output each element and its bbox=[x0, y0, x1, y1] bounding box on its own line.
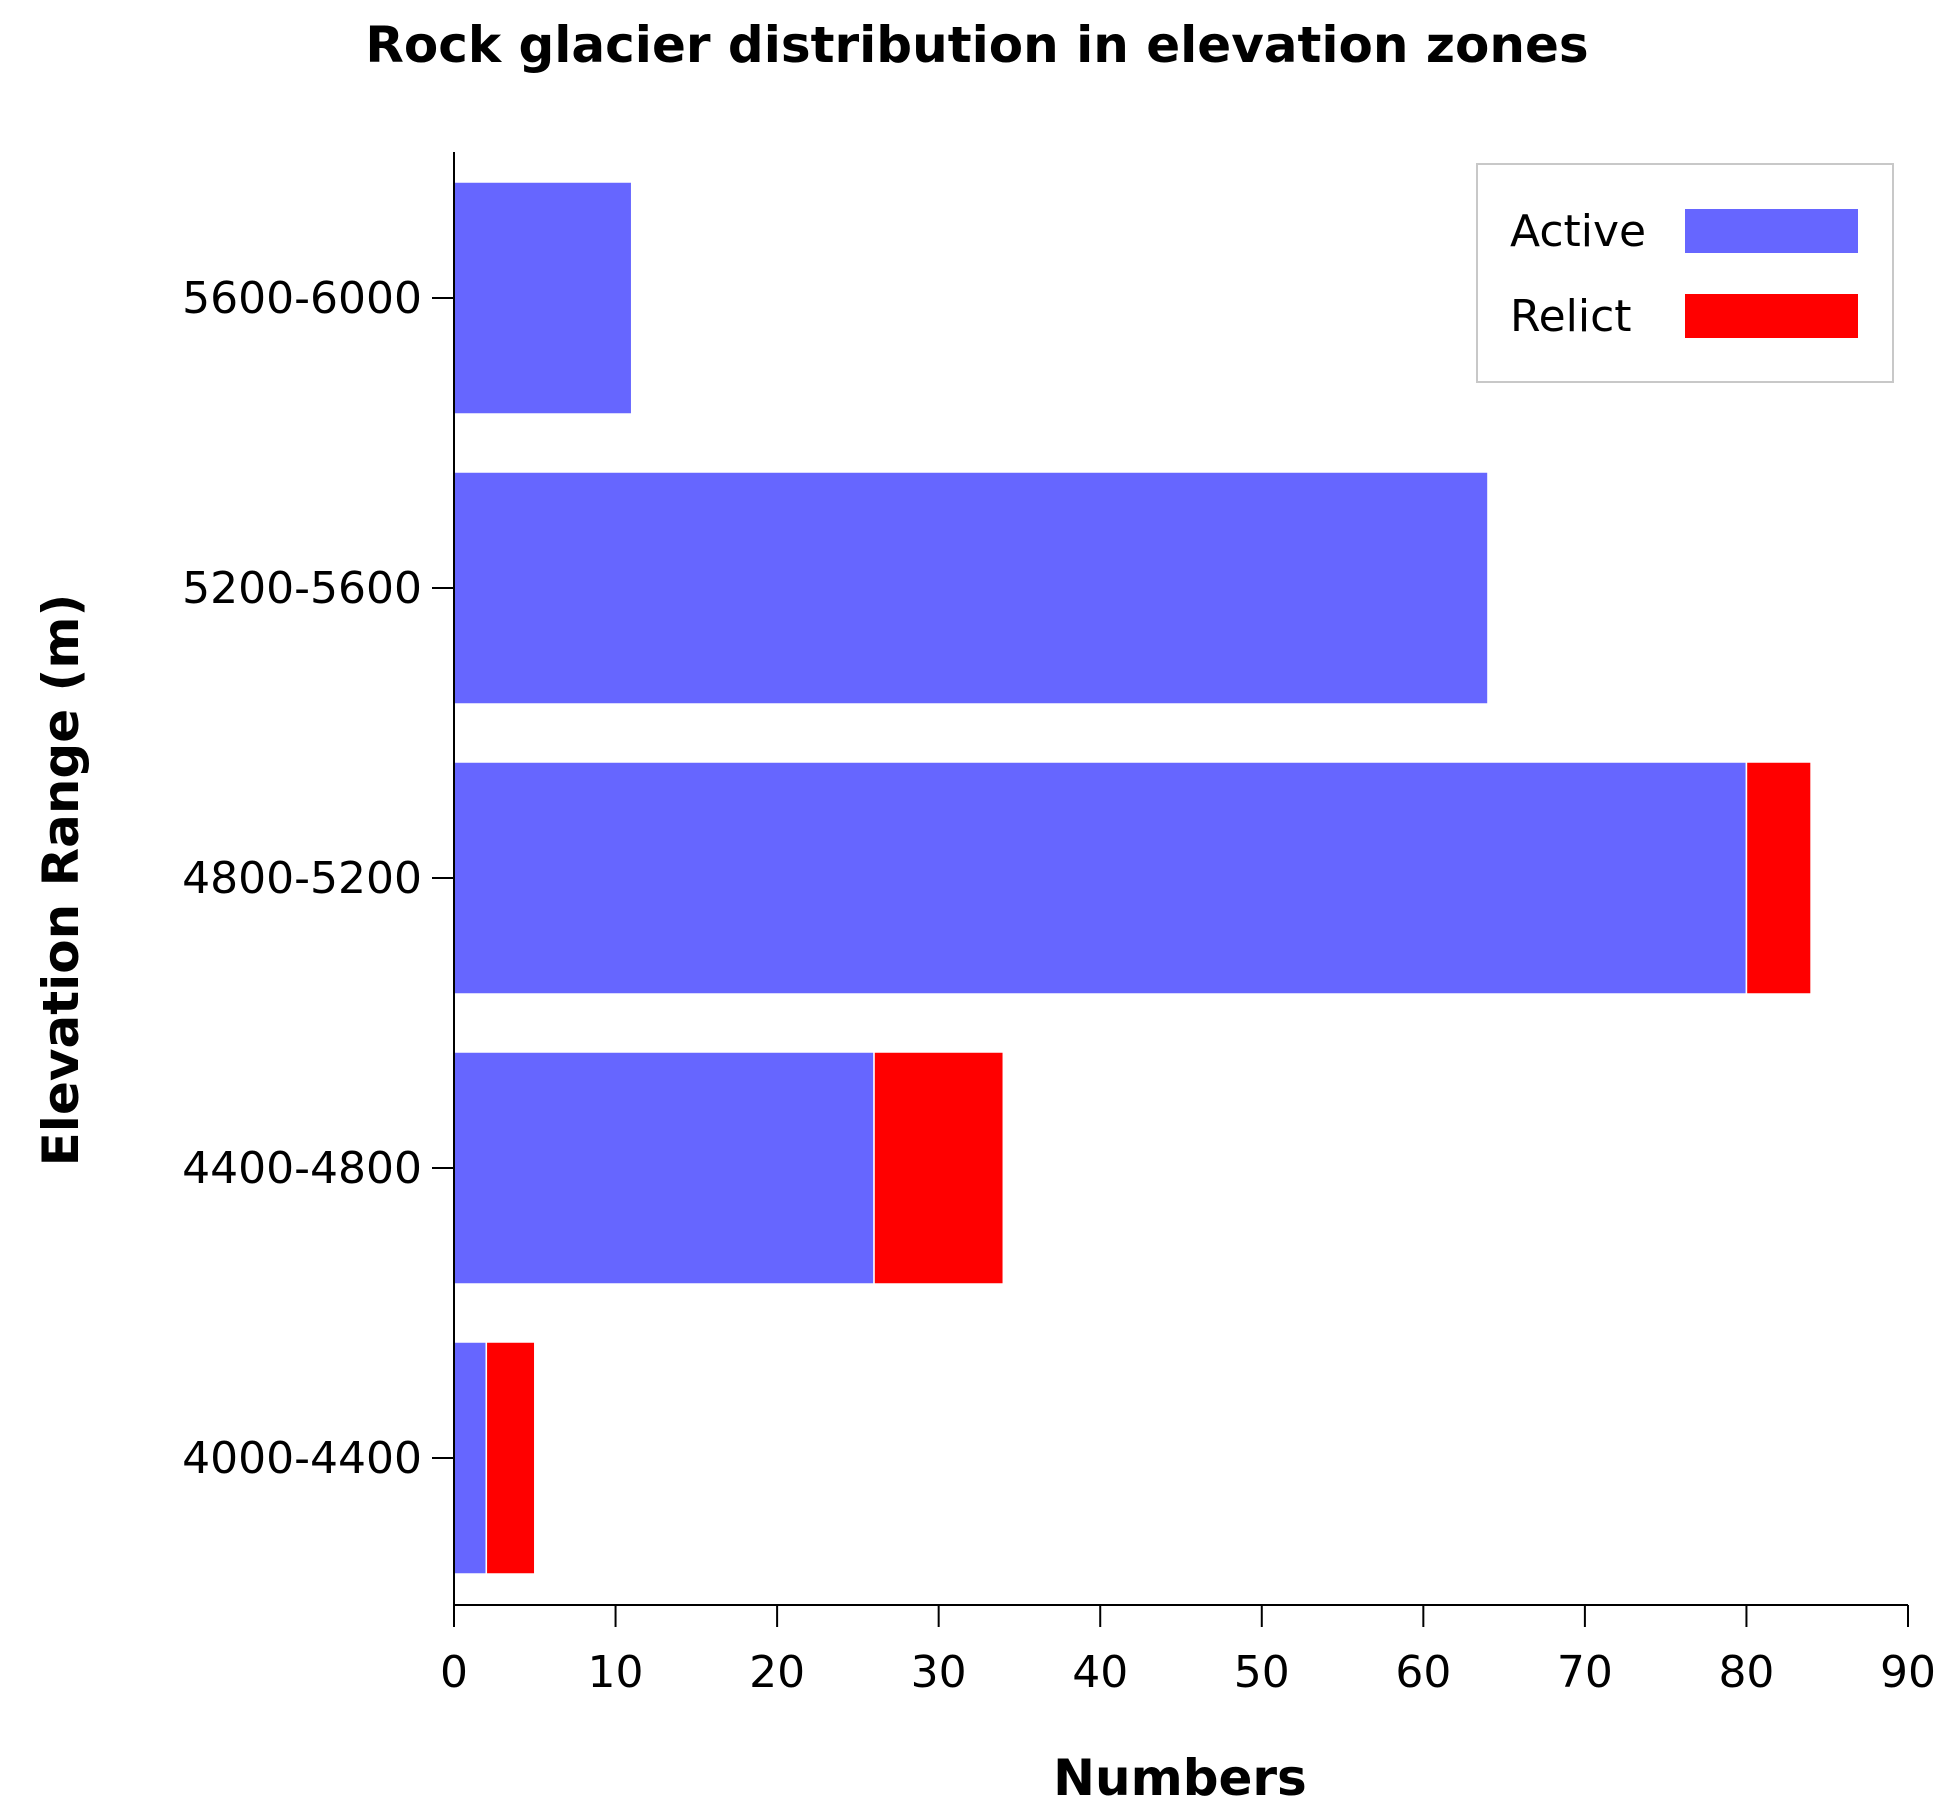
bar-relict-4800-5200 bbox=[1745, 761, 1812, 995]
x-tick-label: 80 bbox=[1718, 1647, 1774, 1698]
bar-active-5200-5600 bbox=[453, 471, 1489, 705]
legend-label-relict: Relict bbox=[1510, 291, 1632, 342]
x-tick-label: 50 bbox=[1234, 1647, 1290, 1698]
x-tick-label: 20 bbox=[749, 1647, 805, 1698]
x-tick-label: 40 bbox=[1072, 1647, 1128, 1698]
y-axis-title: Elevation Range (m) bbox=[32, 594, 90, 1167]
legend-label-active: Active bbox=[1510, 206, 1646, 257]
y-tick-label: 4400-4800 bbox=[182, 1143, 422, 1194]
bar-active-4000-4400 bbox=[453, 1341, 488, 1575]
legend-swatch-relict bbox=[1685, 294, 1858, 338]
bar-active-4800-5200 bbox=[453, 761, 1748, 995]
y-tick-label: 4800-5200 bbox=[182, 853, 422, 904]
y-tick-label: 5600-6000 bbox=[182, 273, 422, 324]
plot-area: 5600-6000 5200-5600 4800-5200 4400-4800 4000… bbox=[182, 152, 1936, 1698]
y-tick-label: 5200-5600 bbox=[182, 563, 422, 614]
x-axis-title: Numbers bbox=[1053, 1749, 1307, 1807]
x-tick-label: 60 bbox=[1395, 1647, 1451, 1698]
bar-relict-4400-4800 bbox=[873, 1051, 1005, 1285]
bar-active-5600-6000 bbox=[453, 181, 633, 415]
bar-relict-4000-4400 bbox=[485, 1341, 536, 1575]
legend: Active Relict bbox=[1476, 163, 1894, 383]
x-tick-label: 70 bbox=[1557, 1647, 1613, 1698]
y-tick-label: 4000-4400 bbox=[182, 1433, 422, 1484]
legend-swatch-active bbox=[1685, 209, 1858, 253]
legend-box bbox=[1476, 163, 1894, 383]
bar-active-4400-4800 bbox=[453, 1051, 875, 1285]
x-tick-label: 90 bbox=[1880, 1647, 1936, 1698]
x-tick-label: 30 bbox=[911, 1647, 967, 1698]
x-tick-label: 10 bbox=[588, 1647, 644, 1698]
chart-title: Rock glacier distribution in elevation z… bbox=[365, 16, 1588, 74]
x-tick-label: 0 bbox=[440, 1647, 468, 1698]
